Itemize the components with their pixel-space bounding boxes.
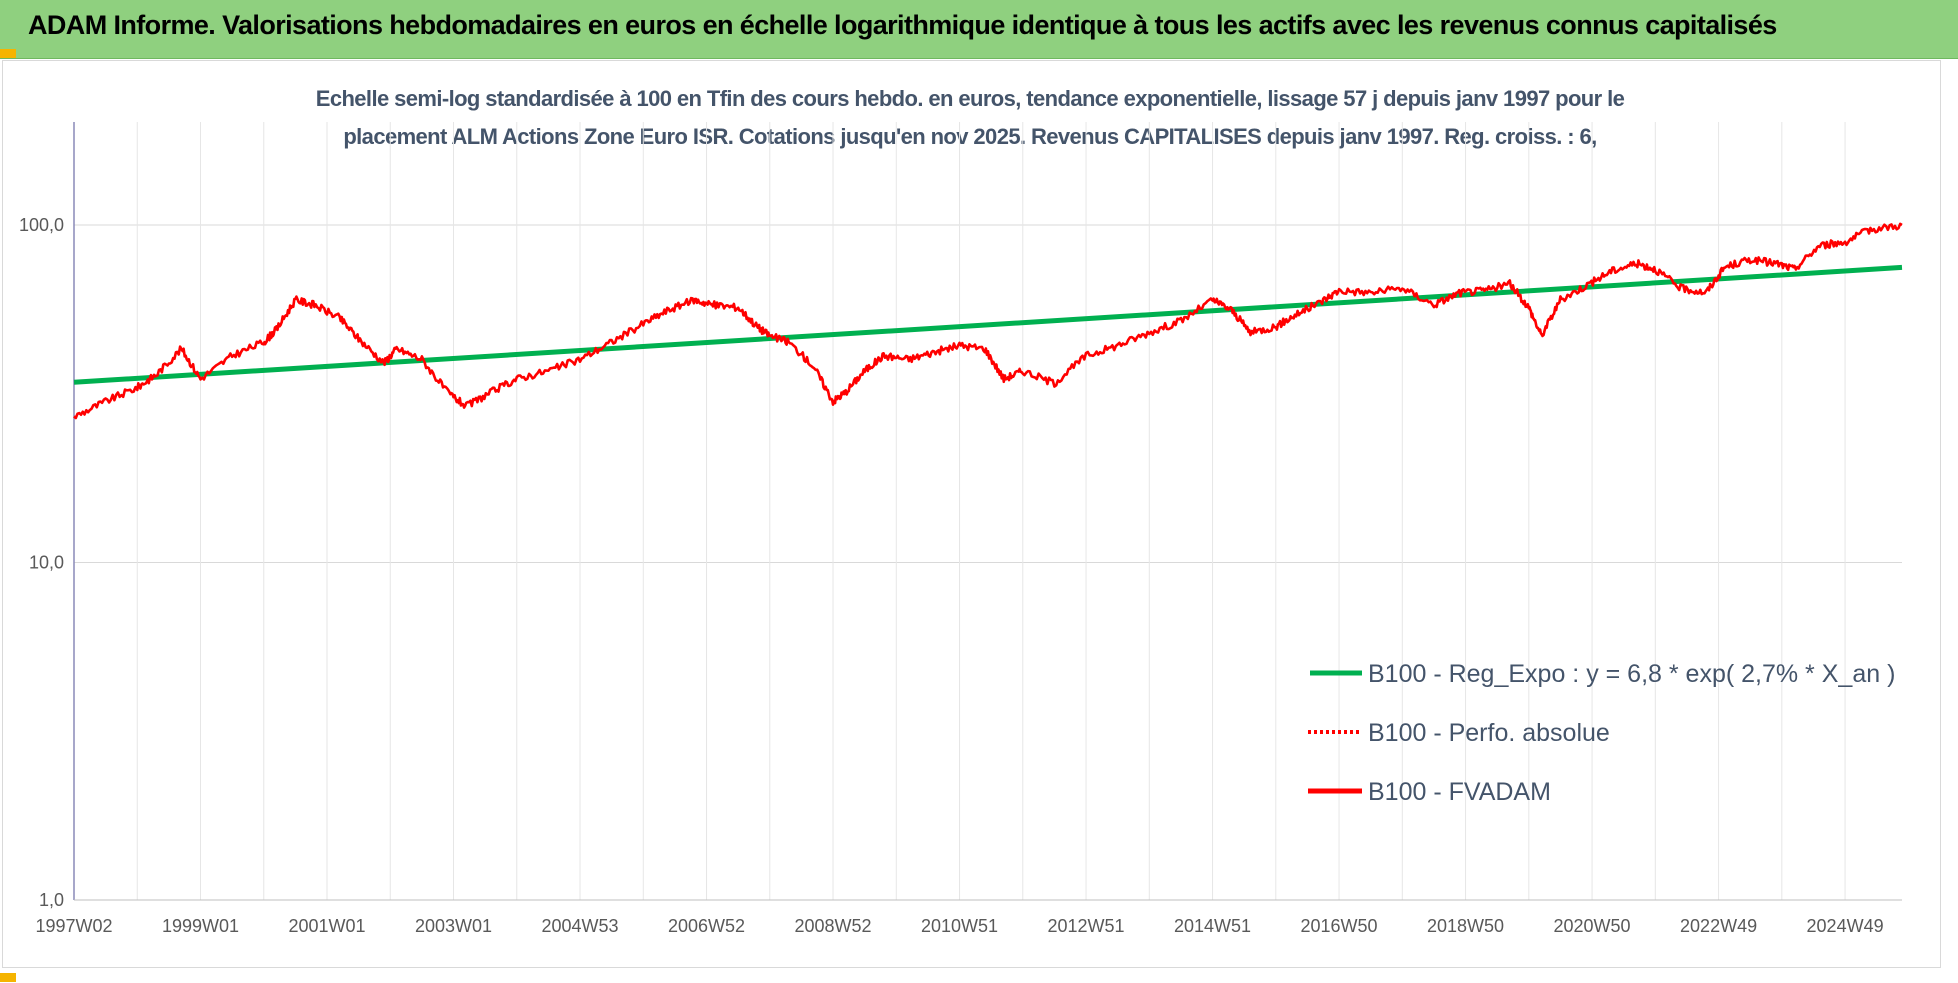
x-tick-label: 1999W01 bbox=[162, 916, 239, 936]
x-tick-label: 2008W52 bbox=[794, 916, 871, 936]
y-tick-labels: 100,0 10,0 1,0 bbox=[19, 215, 64, 910]
accent-marker-top-left bbox=[0, 49, 16, 58]
x-tick-labels: 1997W02 1999W01 2001W01 2003W01 2004W53 2006W… bbox=[35, 916, 1883, 936]
y-tick-label: 10,0 bbox=[29, 553, 64, 573]
x-tick-label: 2016W50 bbox=[1301, 916, 1378, 936]
x-tick-label: 2003W01 bbox=[415, 916, 492, 936]
chart-grid bbox=[73, 122, 1902, 901]
legend-label-fvadam: B100 - FVADAM bbox=[1368, 778, 1551, 806]
chart-title-line-2: placement ALM Actions Zone Euro ISR. Cot… bbox=[343, 124, 1597, 149]
y-tick-label: 100,0 bbox=[19, 215, 64, 235]
chart-axes bbox=[73, 122, 1902, 901]
x-tick-label: 2022W49 bbox=[1680, 916, 1757, 936]
x-tick-label: 2012W51 bbox=[1048, 916, 1125, 936]
page-title: ADAM Informe. Valorisations hebdomadaire… bbox=[28, 10, 1777, 40]
x-tick-label: 2004W53 bbox=[541, 916, 618, 936]
header-banner: ADAM Informe. Valorisations hebdomadaire… bbox=[0, 0, 1958, 59]
series-fvadam-line bbox=[73, 222, 1903, 420]
chart-series bbox=[73, 222, 1903, 420]
x-tick-label: 2006W52 bbox=[668, 916, 745, 936]
legend-label-regression: B100 - Reg_Expo : y = 6,8 * exp( 2,7% * … bbox=[1368, 660, 1895, 688]
x-tick-label: 2024W49 bbox=[1807, 916, 1884, 936]
legend-label-perfo: B100 - Perfo. absolue bbox=[1368, 719, 1610, 747]
x-tick-label: 2018W50 bbox=[1427, 916, 1504, 936]
accent-marker-bottom-left bbox=[0, 973, 16, 982]
x-tick-label: 2014W51 bbox=[1174, 916, 1251, 936]
series-regression-line bbox=[73, 264, 1903, 385]
chart-legend: B100 - Reg_Expo : y = 6,8 * exp( 2,7% * … bbox=[1308, 660, 1895, 806]
chart-title-line-1: Echelle semi-log standardisée à 100 en T… bbox=[315, 86, 1625, 111]
chart-frame bbox=[2, 60, 1941, 968]
x-tick-label: 1997W02 bbox=[35, 916, 112, 936]
x-tick-label: 2010W51 bbox=[921, 916, 998, 936]
x-tick-label: 2020W50 bbox=[1554, 916, 1631, 936]
y-tick-label: 1,0 bbox=[39, 890, 64, 910]
x-tick-label: 2001W01 bbox=[288, 916, 365, 936]
